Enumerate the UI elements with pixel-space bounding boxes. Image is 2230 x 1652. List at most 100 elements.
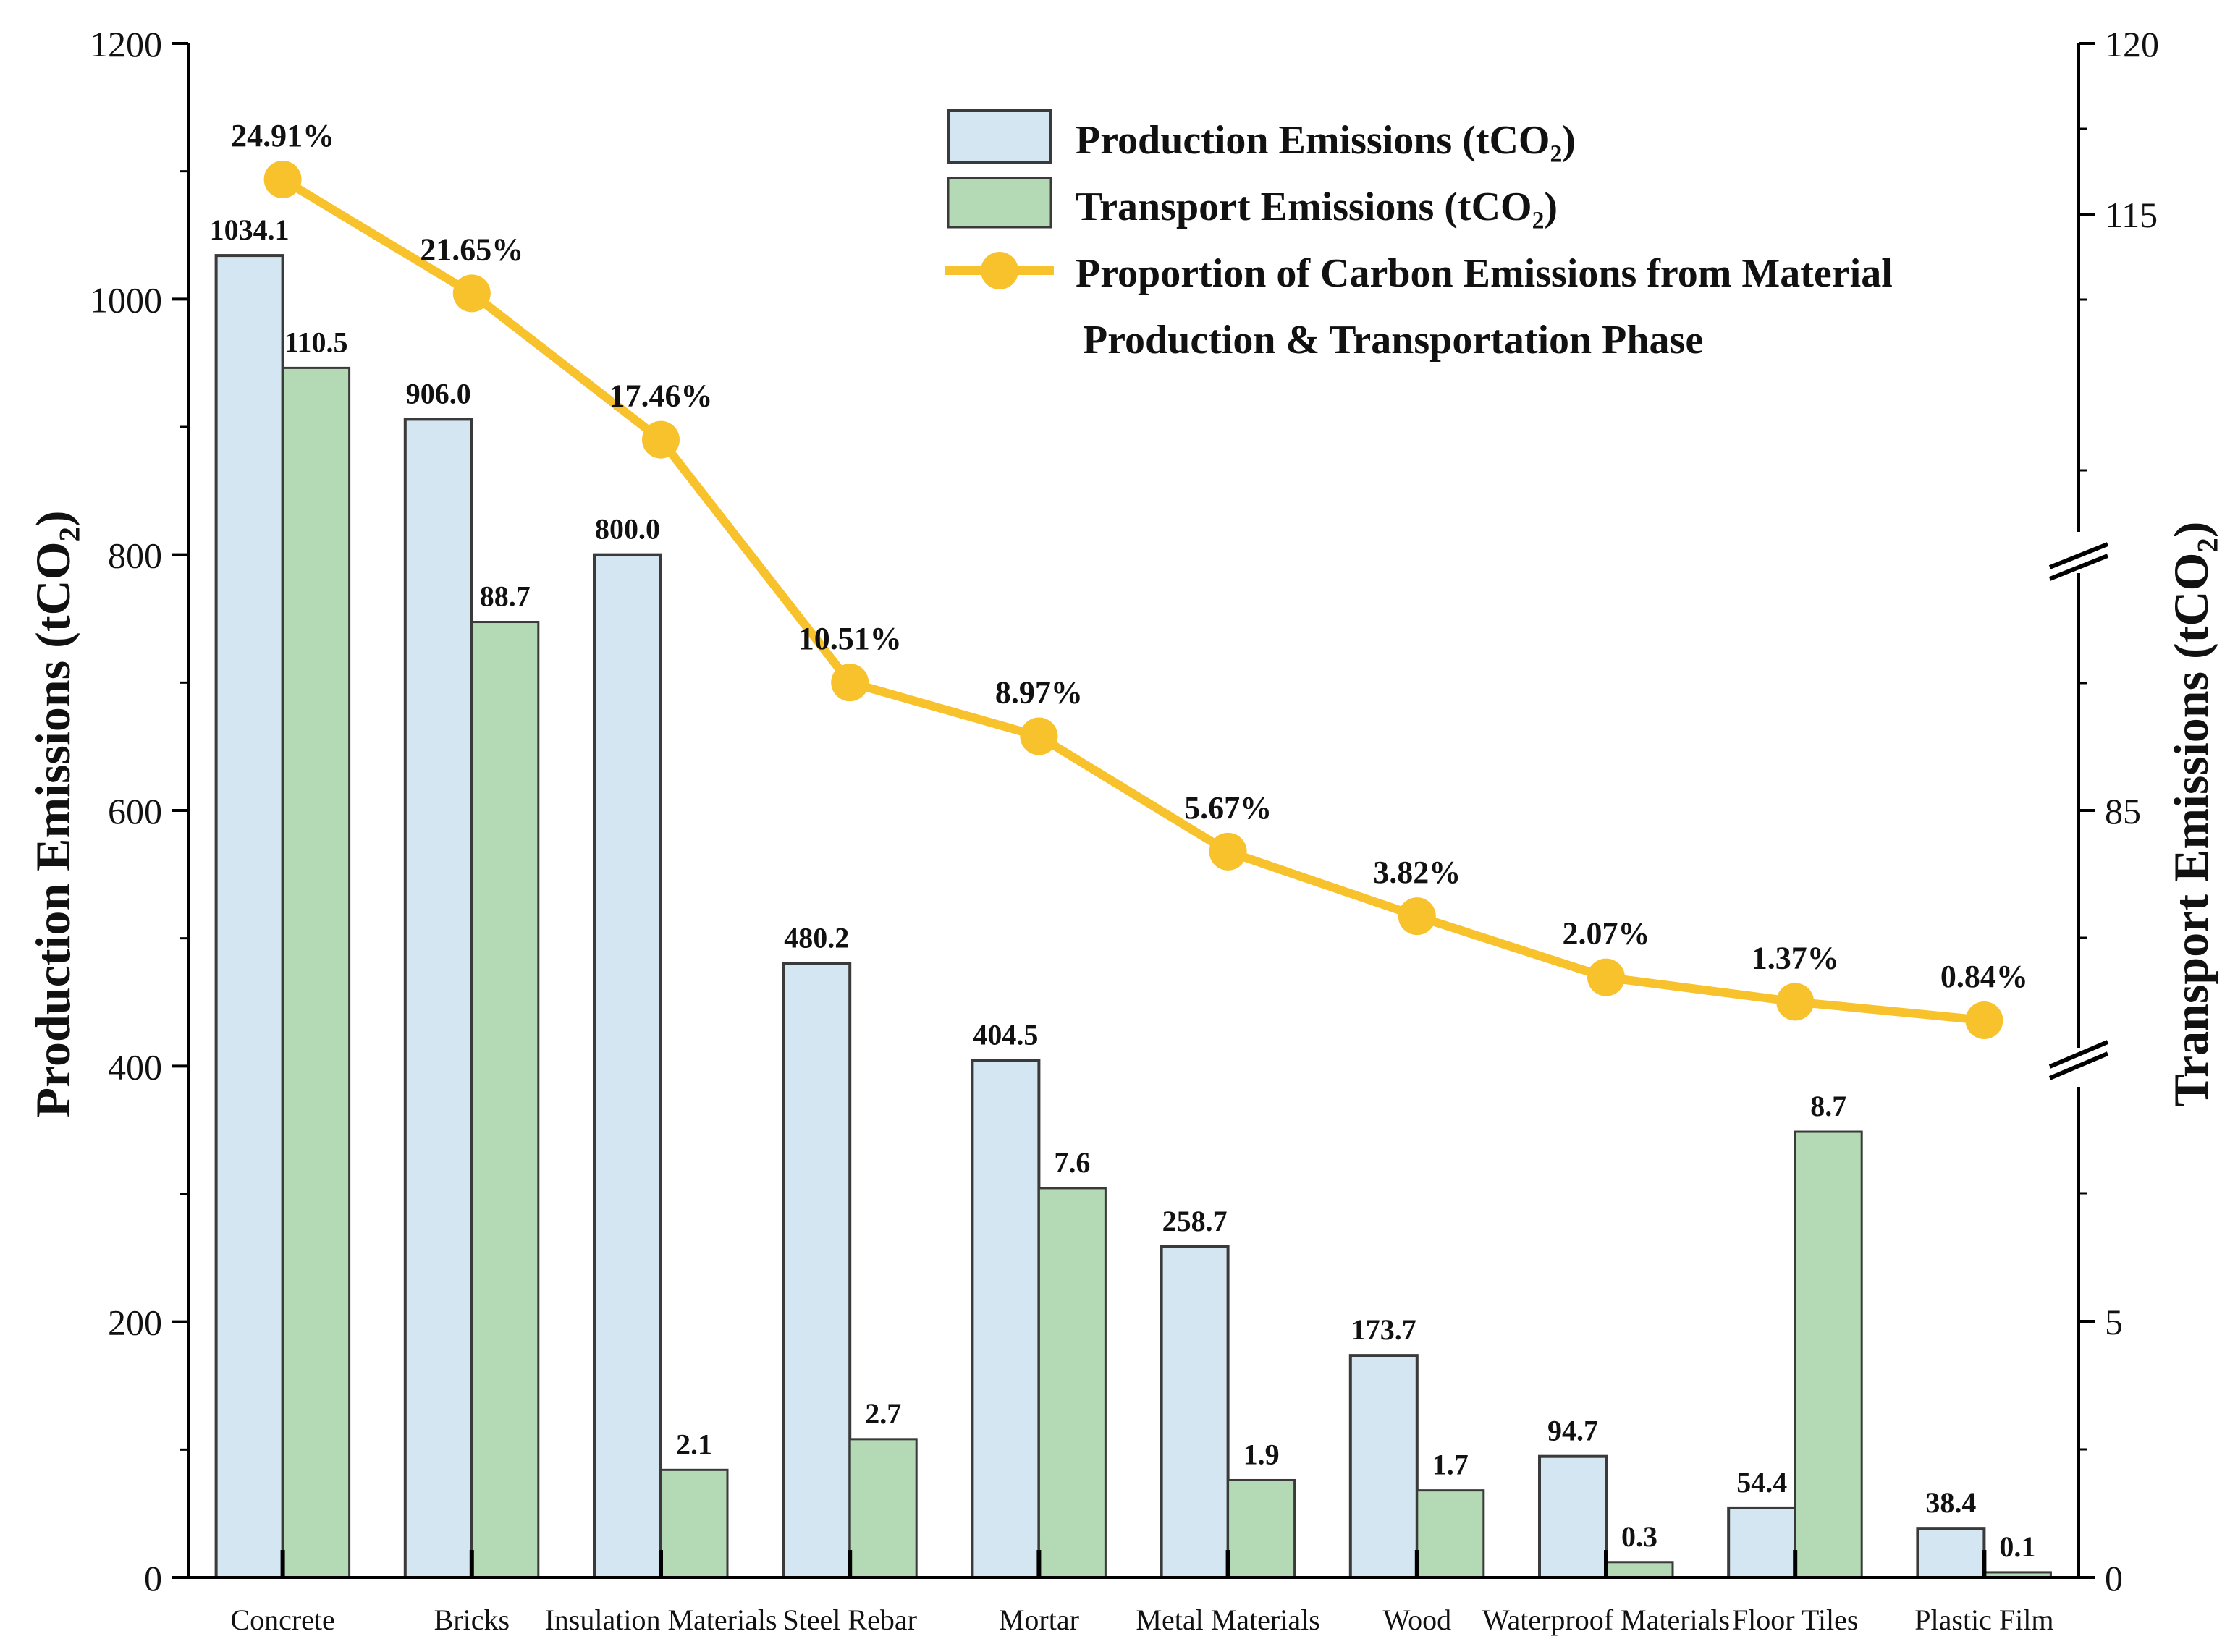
legend-transport-label: Transport Emissions (tCO₂): [1076, 185, 1558, 229]
proportion-point: [1209, 832, 1247, 871]
proportion-point: [831, 664, 869, 702]
left-axis-tick-label: 400: [108, 1046, 162, 1087]
production-bar-value: 404.5: [973, 1018, 1038, 1051]
transport-bar-value: 2.1: [676, 1428, 712, 1460]
category-label: Waterproof Materials: [1482, 1604, 1730, 1636]
right-axis-tick-label: 5: [2105, 1302, 2123, 1342]
proportion-point: [1965, 1001, 2003, 1039]
legend-line-marker: [981, 252, 1018, 289]
proportion-point: [1398, 897, 1436, 936]
category-label: Insulation Materials: [544, 1604, 777, 1636]
bar-labels-layer: 1034.1 110.5 906.0 88.7 800.0 2.1 480.2 2.7 404.…: [210, 213, 2036, 1563]
left-axis-tick-label: 1200: [90, 24, 162, 64]
transport-bar-value: 2.7: [865, 1397, 901, 1430]
category-label: Mortar: [999, 1604, 1079, 1636]
proportion-point: [1020, 717, 1058, 755]
transport-bar-value: 88.7: [480, 580, 531, 613]
right-axis-break-mark: [2048, 1051, 2109, 1080]
production-bar-value: 258.7: [1162, 1205, 1228, 1237]
production-bar: [782, 962, 852, 1579]
proportion-point: [642, 420, 680, 459]
production-bar: [593, 553, 662, 1580]
left-axis-title: Production Emissions (tCO₂): [25, 511, 80, 1118]
right-axis-tick-label: 115: [2105, 195, 2158, 235]
transport-bar-value: 110.5: [284, 326, 348, 358]
proportion-value: 1.37%: [1752, 940, 1839, 975]
production-bar-value: 54.4: [1736, 1466, 1787, 1499]
transport-bar: [1227, 1478, 1296, 1579]
production-bar: [1348, 1354, 1419, 1579]
production-bar-value: 38.4: [1925, 1486, 1976, 1519]
transport-bar-value: 0.3: [1621, 1520, 1657, 1553]
transport-bar-value: 0.1: [1999, 1530, 2035, 1563]
bars-layer: [214, 254, 2052, 1580]
left-axis-tick-label: 1000: [90, 279, 162, 320]
proportion-value: 0.84%: [1940, 959, 2028, 994]
proportion-value: 2.07%: [1563, 916, 1650, 952]
proportion-value: 17.46%: [609, 378, 713, 414]
legend-transport-swatch: [947, 177, 1052, 229]
legend: Production Emissions (tCO₂) Transport Emi…: [945, 109, 1893, 363]
transport-bar: [659, 1468, 729, 1579]
left-axis-tick-label: 600: [108, 791, 162, 831]
production-bar-value: 94.7: [1547, 1415, 1598, 1447]
production-bar: [1538, 1454, 1608, 1579]
production-bar: [214, 254, 284, 1580]
production-bar-value: 800.0: [595, 513, 660, 546]
production-bar: [971, 1059, 1041, 1579]
proportion-point: [452, 274, 491, 313]
transport-bar: [282, 366, 351, 1579]
category-label: Wood: [1383, 1604, 1452, 1636]
category-label: Concrete: [230, 1604, 334, 1636]
production-bar-value: 173.7: [1351, 1313, 1416, 1346]
proportion-value: 8.97%: [995, 675, 1083, 711]
left-axis-tick-label: 0: [144, 1558, 162, 1598]
category-label: Bricks: [434, 1604, 510, 1636]
production-bar-value: 480.2: [784, 922, 849, 954]
transport-bar-value: 8.7: [1810, 1090, 1846, 1122]
legend-production-swatch: [947, 109, 1052, 164]
transport-bar-value: 7.6: [1054, 1146, 1090, 1179]
category-label: Floor Tiles: [1732, 1604, 1859, 1636]
proportion-point: [263, 161, 302, 198]
right-axis-break-mark: [2048, 1040, 2109, 1069]
right-axis-break-mark: [2048, 554, 2109, 581]
proportion-value: 21.65%: [420, 232, 523, 267]
category-label: Metal Materials: [1136, 1604, 1319, 1636]
right-axis-tick-label: 120: [2105, 24, 2159, 64]
legend-proportion-label-line1: Proportion of Carbon Emissions from Mate…: [1076, 251, 1893, 296]
axes-layer: Concrete Bricks Insulation Materials Steel …: [90, 24, 2159, 1636]
proportion-value: 10.51%: [798, 621, 902, 656]
transport-bar: [1037, 1187, 1107, 1579]
production-bar: [1916, 1527, 1986, 1579]
category-label: Plastic Film: [1914, 1604, 2053, 1636]
transport-bar: [848, 1438, 918, 1579]
right-axis-break-mark: [2048, 542, 2109, 569]
transport-bar: [1794, 1130, 1863, 1579]
legend-production-label: Production Emissions (tCO₂): [1076, 118, 1576, 163]
right-axis-title: Transport Emissions (tCO₂): [2163, 522, 2218, 1107]
legend-proportion-label-line2: Production & Transportation Phase: [1083, 318, 1703, 363]
proportion-value: 5.67%: [1184, 790, 1272, 826]
transport-bar: [470, 621, 540, 1579]
proportion-value: 24.91%: [231, 118, 334, 153]
transport-bar: [1416, 1489, 1485, 1579]
production-bar: [1160, 1245, 1230, 1580]
right-axis-tick-label: 85: [2105, 791, 2141, 831]
transport-bar-value: 1.9: [1243, 1438, 1280, 1470]
proportion-point: [1776, 983, 1815, 1021]
right-axis-tick-label: 0: [2105, 1558, 2123, 1598]
proportion-line-layer: 24.91% 21.65% 17.46% 10.51% 8.97% 5.67% 3.82% 2…: [231, 118, 2028, 1039]
production-bar: [403, 418, 473, 1579]
proportion-value: 3.82%: [1373, 855, 1461, 890]
left-axis-tick-label: 200: [108, 1302, 162, 1343]
transport-bar: [1605, 1561, 1674, 1579]
proportion-line: [280, 175, 1985, 1025]
production-bar-value: 1034.1: [210, 213, 290, 246]
production-bar: [1727, 1506, 1797, 1579]
category-label: Steel Rebar: [782, 1604, 917, 1636]
production-bar-value: 906.0: [406, 377, 471, 410]
proportion-point: [1587, 958, 1625, 996]
transport-bar-value: 1.7: [1432, 1449, 1469, 1481]
